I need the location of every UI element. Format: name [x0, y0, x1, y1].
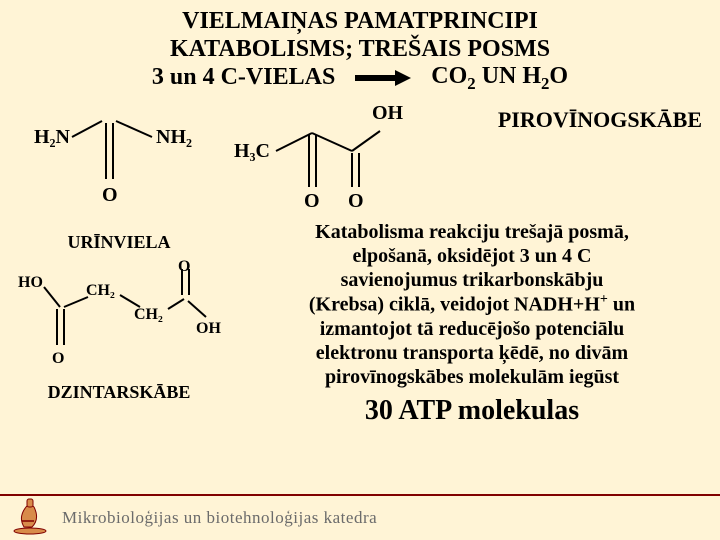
slide: VIELMAIŅAS PAMATPRINCIPI KATABOLISMS; TR…	[0, 0, 720, 540]
svg-text:O: O	[348, 190, 364, 211]
reaction-line: 3 un 4 C-VIELAS CO2 UN H2O	[14, 63, 706, 93]
reactant-text: 3 un 4 C-VIELAS	[152, 64, 335, 92]
succinic-label: DZINTARSKĀBE	[14, 382, 224, 403]
svg-text:O: O	[178, 259, 190, 275]
right-column: Katabolisma reakciju trešajā posmā, elpo…	[238, 220, 706, 427]
svg-text:NH₂: NH₂	[156, 126, 192, 148]
urea-label: URĪNVIELA	[14, 232, 224, 253]
pyruvate-structure-icon: OH H₃C O O	[224, 101, 454, 216]
content-row: URĪNVIELA HO O CH₂ CH₂ O	[14, 220, 706, 427]
title-line-2: KATABOLISMS; TREŠAIS POSMS	[14, 36, 706, 64]
svg-text:OH: OH	[196, 320, 221, 337]
footer-text: Mikrobioloģijas un biotehnoloģijas kated…	[62, 508, 377, 528]
pyruvate-label: PIROVĪNOGSKĀBE	[464, 101, 706, 133]
microscope-icon	[10, 497, 50, 540]
svg-text:OH: OH	[372, 102, 404, 124]
footer: Mikrobioloģijas un biotehnoloģijas kated…	[0, 494, 720, 540]
svg-text:O: O	[102, 184, 118, 206]
svg-text:CH₂: CH₂	[86, 282, 115, 299]
left-column: URĪNVIELA HO O CH₂ CH₂ O	[14, 220, 224, 427]
svg-text:H₃C: H₃C	[234, 140, 270, 162]
svg-text:H₂N: H₂N	[34, 126, 71, 148]
title-line-1: VIELMAIŅAS PAMATPRINCIPI	[14, 8, 706, 36]
urea-structure-icon: H₂N NH₂ O	[14, 101, 214, 216]
product-text: CO2 UN H2O	[431, 63, 568, 93]
svg-text:HO: HO	[18, 274, 43, 291]
succinic-structure-icon: HO O CH₂ CH₂ O OH	[14, 259, 224, 374]
svg-text:O: O	[304, 190, 320, 211]
body-paragraph: Katabolisma reakciju trešajā posmā, elpo…	[238, 220, 706, 389]
svg-text:O: O	[52, 350, 64, 367]
svg-text:CH₂: CH₂	[134, 306, 163, 323]
molecule-row-top: H₂N NH₂ O OH H₃C O O	[14, 101, 706, 216]
reaction-arrow-icon	[353, 68, 413, 88]
title-block: VIELMAIŅAS PAMATPRINCIPI KATABOLISMS; TR…	[14, 8, 706, 93]
atp-result: 30 ATP molekulas	[238, 395, 706, 427]
